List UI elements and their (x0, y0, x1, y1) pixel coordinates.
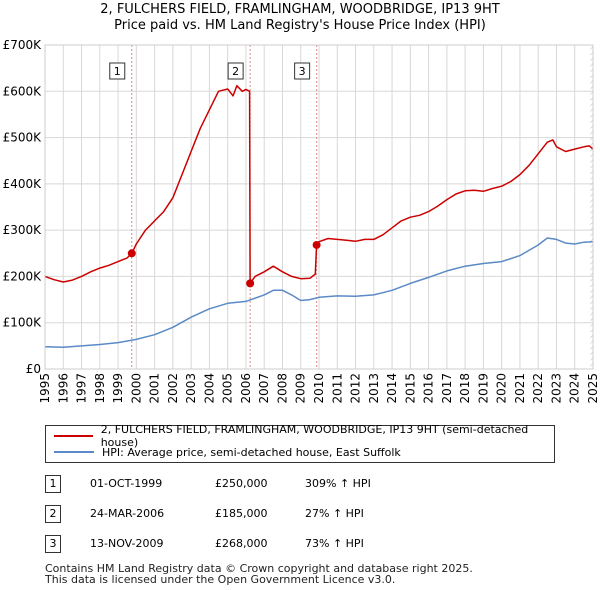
x-tick-label: 2013 (367, 373, 381, 404)
x-tick-label: 2022 (531, 373, 545, 404)
transaction-date: 01-OCT-1999 (90, 477, 163, 490)
hpi-line (44, 237, 594, 348)
legend-box: 2, FULCHERS FIELD, FRAMLINGHAM, WOODBRID… (45, 423, 555, 463)
x-tick-label: 2014 (385, 373, 399, 404)
x-tick-label: 2021 (513, 373, 527, 404)
chart-title-address: 2, FULCHERS FIELD, FRAMLINGHAM, WOODBRID… (100, 2, 500, 17)
table-row: 3 13-NOV-2009 £268,000 73% ↑ HPI (45, 535, 465, 553)
x-tick-label: 1997 (75, 373, 89, 404)
sale-marker-box (227, 62, 244, 80)
x-tick-label: 2020 (495, 373, 509, 404)
x-tick-label: 2001 (148, 373, 162, 404)
table-row: 1 01-OCT-1999 £250,000 309% ↑ HPI (45, 475, 465, 493)
plot-border (44, 44, 594, 370)
y-tick-label: £200K (3, 269, 43, 283)
x-tick-label: 2018 (458, 373, 472, 404)
transaction-hpi-change: 309% ↑ HPI (305, 477, 371, 490)
transaction-price: £250,000 (215, 477, 268, 490)
chart-subtitle: Price paid vs. HM Land Registry's House … (114, 18, 486, 33)
x-tick-label: 1999 (111, 373, 125, 404)
sale-marker-number: 3 (299, 65, 306, 78)
legend-swatch-property (54, 435, 93, 437)
x-tick-label: 1995 (38, 373, 52, 404)
sale-marker-box (294, 62, 311, 80)
x-tick-label: 2006 (239, 373, 253, 404)
footer-licence: This data is licensed under the Open Gov… (45, 573, 396, 586)
property-price-line (44, 84, 594, 285)
forecast-hatch (590, 45, 593, 369)
transaction-hpi-change: 27% ↑ HPI (305, 507, 364, 520)
x-tick-label: 2019 (476, 373, 490, 404)
x-tick-label: 1996 (56, 373, 70, 404)
x-tick-label: 2015 (403, 373, 417, 404)
legend-label-hpi: HPI: Average price, semi-detached house,… (102, 445, 401, 459)
x-tick-label: 2025 (586, 373, 600, 404)
x-tick-label: 2016 (422, 373, 436, 404)
sale-marker-box (109, 62, 126, 80)
y-tick-label: £100K (3, 316, 43, 330)
x-tick-label: 2004 (202, 373, 216, 404)
x-tick-label: 2008 (275, 373, 289, 404)
transaction-date: 24-MAR-2006 (90, 507, 165, 520)
table-row: 2 24-MAR-2006 £185,000 27% ↑ HPI (45, 505, 465, 523)
transaction-number-badge: 3 (45, 535, 61, 553)
y-tick-label: £300K (3, 223, 43, 237)
sale-marker-number: 2 (232, 65, 239, 78)
x-tick-label: 2002 (166, 373, 180, 404)
x-tick-label: 1998 (93, 373, 107, 404)
transaction-price: £185,000 (215, 507, 268, 520)
sale-marker-label: 2 (227, 62, 244, 80)
sale-marker-number: 1 (114, 65, 121, 78)
x-tick-label: 2000 (129, 373, 143, 404)
x-tick-label: 2011 (330, 373, 344, 404)
y-tick-label: £400K (3, 177, 43, 191)
sale-marker-label: 1 (109, 62, 126, 80)
x-tick-label: 2003 (184, 373, 198, 404)
y-tick-label: £700K (3, 38, 43, 52)
x-tick-label: 2007 (257, 373, 271, 404)
x-tick-label: 2023 (549, 373, 563, 404)
x-tick-label: 2009 (294, 373, 308, 404)
x-tick-label: 2012 (349, 373, 363, 404)
x-tick-label: 2024 (568, 373, 582, 404)
transaction-number-badge: 1 (45, 475, 61, 493)
transaction-number-badge: 2 (45, 505, 61, 523)
legend-label-property: 2, FULCHERS FIELD, FRAMLINGHAM, WOODBRID… (100, 423, 529, 449)
sale-marker-label: 3 (294, 62, 311, 80)
x-tick-label: 2010 (312, 373, 326, 404)
x-tick-label: 2005 (221, 373, 235, 404)
sale-point (246, 279, 255, 288)
legend-item-property: 2, FULCHERS FIELD, FRAMLINGHAM, WOODBRID… (54, 423, 554, 449)
transaction-date: 13-NOV-2009 (90, 537, 164, 550)
price-chart: 1 2 3 £0 £100K £200K £300K £400K £500K £600K £700… (3, 38, 600, 404)
y-tick-label: £600K (3, 84, 43, 98)
legend-swatch-hpi (54, 451, 94, 453)
transaction-price: £268,000 (215, 537, 268, 550)
x-tick-label: 2017 (440, 373, 454, 404)
sale-point (127, 249, 136, 258)
y-tick-label: £500K (3, 131, 43, 145)
footer-copyright: Contains HM Land Registry data © Crown c… (45, 562, 473, 575)
transaction-hpi-change: 73% ↑ HPI (305, 537, 364, 550)
sale-point (312, 240, 321, 249)
legend-item-hpi: HPI: Average price, semi-detached house,… (54, 444, 401, 460)
y-tick-label: £0 (26, 362, 41, 376)
